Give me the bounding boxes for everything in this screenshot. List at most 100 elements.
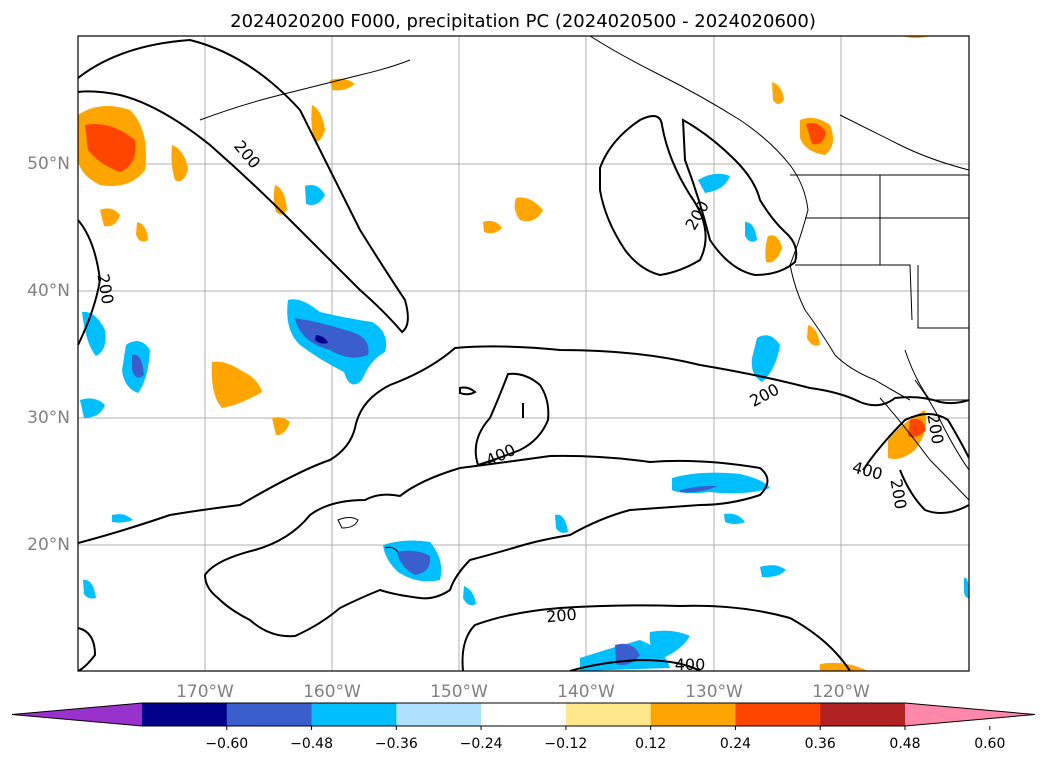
colorbar-extend-high — [905, 703, 1035, 726]
positive-anomaly-region — [211, 361, 262, 408]
colorbar-segment — [820, 703, 906, 726]
negative-anomaly-region — [463, 586, 476, 606]
colorbar-tick-label: 0.60 — [974, 736, 1005, 752]
lat-tick-label: 20°N — [27, 535, 70, 555]
plot-title: 2024020200 F000, precipitation PC (20240… — [230, 11, 816, 32]
contour-400 — [474, 372, 550, 467]
positive-anomaly-core — [908, 418, 926, 438]
colorbar-tick-label: −0.36 — [375, 736, 418, 752]
negative-anomaly-region — [760, 565, 786, 578]
contour-200 — [459, 386, 477, 396]
contour-200 — [461, 604, 851, 671]
lon-tick-label: 160°W — [303, 682, 361, 702]
map-frame — [77, 35, 970, 672]
longitude-tick-labels: 170°W 160°W 150°W 140°W 130°W 120°W — [176, 682, 870, 702]
canada-coastline — [839, 114, 969, 171]
positive-anomaly-region — [820, 662, 868, 671]
negative-anomaly-region — [751, 335, 780, 382]
contour-200 — [78, 627, 97, 671]
colorbar-extend-low — [12, 703, 142, 726]
colorbar-tick-label: −0.60 — [205, 736, 248, 752]
contour-label: 200 — [545, 605, 577, 627]
contour-label: 400 — [675, 655, 706, 674]
positive-anomaly-region — [483, 220, 502, 234]
negative-anomaly-region — [724, 513, 745, 524]
contour-200 — [78, 219, 102, 346]
negative-anomaly-region — [649, 630, 690, 660]
lat-tick-label: 50°N — [27, 154, 70, 174]
negative-anomaly-core — [295, 318, 369, 358]
baja-coastline — [879, 397, 969, 501]
state-border — [917, 265, 969, 329]
contour-200 — [899, 469, 969, 515]
contour-400 — [569, 658, 701, 671]
positive-anomaly-region — [171, 145, 188, 182]
positive-anomaly-region — [807, 325, 820, 346]
colorbar-tick-label: 0.36 — [805, 736, 836, 752]
colorbar-segment — [396, 703, 482, 726]
negative-anomaly-region — [83, 579, 96, 599]
lon-tick-label: 170°W — [176, 682, 234, 702]
colorbar-segment — [311, 703, 397, 726]
positive-anomaly-region — [272, 417, 290, 436]
negative-anomaly-region — [555, 514, 568, 533]
lon-tick-label: 150°W — [430, 682, 488, 702]
negative-anomaly-core — [397, 550, 431, 575]
colorbar-segment — [226, 703, 313, 726]
colorbar-tick-label: 0.48 — [889, 736, 920, 752]
hawaiian-islands — [337, 517, 359, 529]
negative-anomaly-core — [680, 485, 718, 493]
gridlines — [78, 36, 969, 671]
positive-anomaly-core — [85, 124, 136, 172]
coastlines — [199, 36, 969, 553]
negative-anomaly-region — [698, 173, 730, 193]
contour-200 — [78, 345, 969, 544]
contour-200 — [203, 454, 769, 638]
colorbar-segment — [735, 703, 821, 726]
colorbar: −0.60 −0.48 −0.36 −0.24 −0.12 0.12 0.24 0.36 0.4… — [11, 702, 1036, 752]
negative-anomaly-region — [305, 185, 325, 205]
colorbar-tick-label: −0.24 — [460, 736, 503, 752]
lon-tick-label: 140°W — [557, 682, 615, 702]
positive-anomaly-core — [806, 123, 826, 145]
positive-anomaly-region — [136, 222, 148, 242]
latitude-tick-labels: 20°N 30°N 40°N 50°N — [27, 154, 70, 555]
negative-anomaly-region — [80, 398, 105, 418]
negative-anomaly-region — [112, 514, 133, 523]
colorbar-outline — [11, 702, 1036, 727]
positive-anomaly-region — [330, 78, 355, 91]
map-panel: 200 200 200 200 200 400 400 400 200 200 … — [27, 35, 970, 702]
colorbar-segment — [481, 703, 567, 726]
negative-anomaly-core — [315, 335, 328, 344]
positive-anomaly-region — [100, 208, 120, 227]
positive-anomaly-region — [311, 105, 325, 142]
mexico-coastline — [914, 379, 969, 471]
colorbar-tick-label: 0.24 — [720, 736, 751, 752]
positive-anomaly-region — [765, 235, 782, 263]
contour-lines — [78, 38, 969, 671]
colorbar-segment — [565, 703, 652, 726]
colorbar-segment — [650, 703, 736, 726]
negative-anomaly-region — [745, 222, 757, 242]
map-background — [78, 36, 969, 671]
colorbar-segment — [142, 703, 228, 726]
negative-anomaly-region — [964, 577, 969, 598]
precipitation-anomaly-shading — [78, 36, 969, 671]
colorbar-tick-label: −0.48 — [290, 736, 333, 752]
lon-tick-label: 120°W — [812, 682, 870, 702]
contour-200 — [599, 115, 707, 277]
colorbar-tick-label: −0.12 — [544, 736, 587, 752]
us-mexico-border — [904, 349, 969, 401]
north-america-coastline — [589, 36, 911, 401]
positive-anomaly-region — [514, 197, 543, 222]
lat-tick-label: 40°N — [27, 281, 70, 301]
lat-tick-label: 30°N — [27, 408, 70, 428]
positive-anomaly-region — [772, 82, 784, 104]
contour-400 — [862, 413, 969, 471]
hawaiian-islands — [384, 546, 399, 553]
contour-200 — [78, 38, 409, 334]
state-border — [795, 264, 913, 321]
colorbar-tick-label: 0.12 — [635, 736, 666, 752]
aleutian-islands — [199, 59, 411, 121]
